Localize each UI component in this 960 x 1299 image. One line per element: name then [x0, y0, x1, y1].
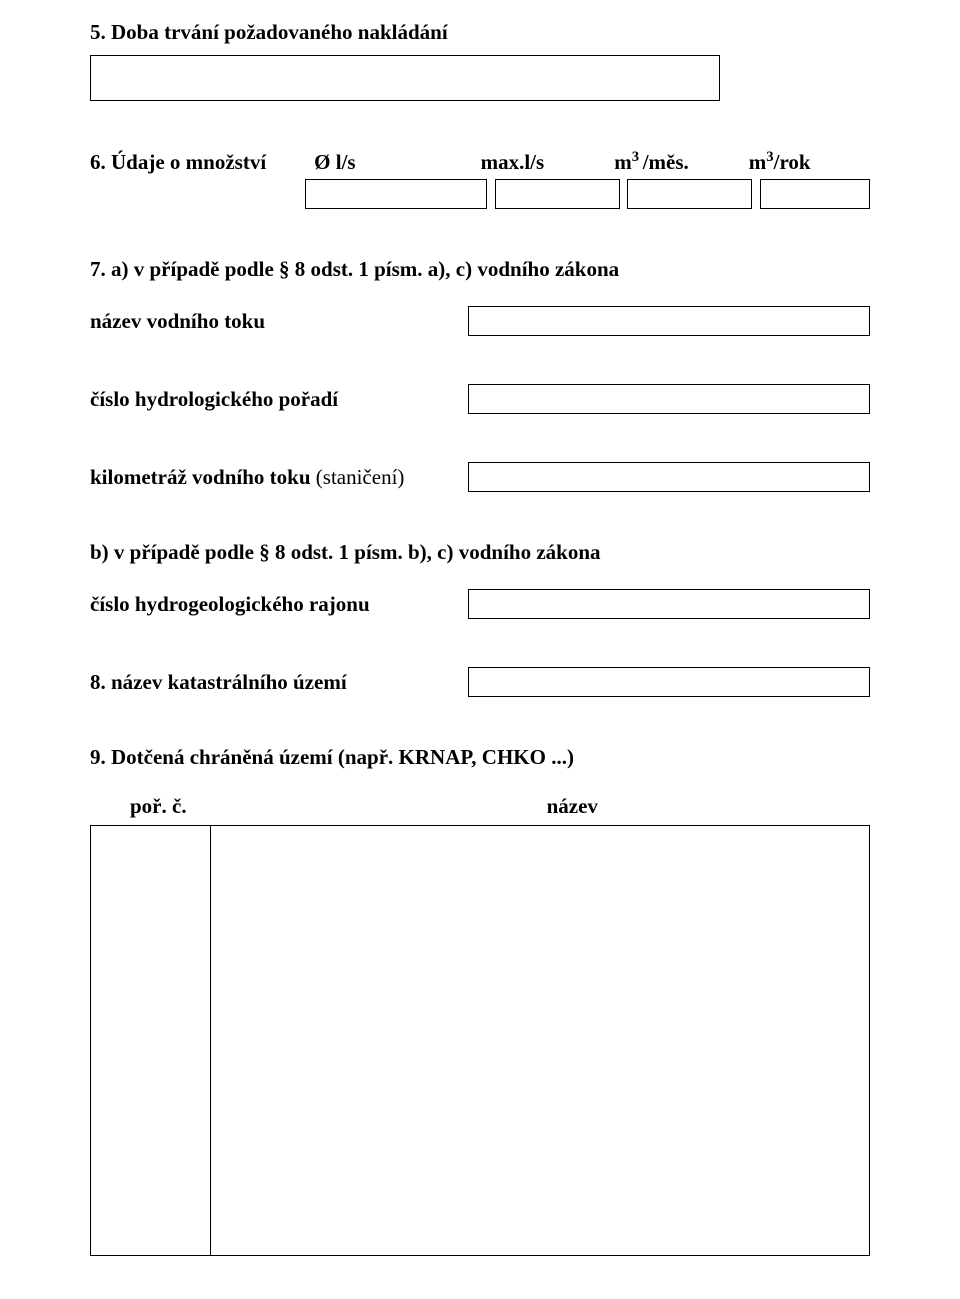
input-max-ls[interactable]: [495, 179, 620, 209]
table-cell-por[interactable]: [91, 826, 211, 1256]
label-kilometraz: kilometráž vodního toku (staničení): [90, 465, 468, 490]
label-rajon: číslo hydrogeologického rajonu: [90, 592, 468, 617]
section7b-heading: b) v případě podle § 8 odst. 1 písm. b),…: [90, 540, 870, 565]
col-header-nazev: název: [547, 794, 598, 819]
label-avg-ls: Ø l/s: [314, 150, 355, 175]
section6-heading: 6. Údaje o množství: [90, 150, 266, 175]
section7a-heading: 7. a) v případě podle § 8 odst. 1 písm. …: [90, 257, 870, 282]
input-nazev-toku[interactable]: [468, 306, 870, 336]
input-avg-ls[interactable]: [305, 179, 487, 209]
section9-heading: 9. Dotčená chráněná území (např. KRNAP, …: [90, 745, 870, 770]
input-rajon[interactable]: [468, 589, 870, 619]
input-cislo-hydro-poradi[interactable]: [468, 384, 870, 414]
input-katastralni[interactable]: [468, 667, 870, 697]
label-nazev-toku: název vodního toku: [90, 309, 468, 334]
input-m3-rok[interactable]: [760, 179, 870, 209]
col-header-por-c: poř. č.: [130, 794, 187, 819]
label-katastralni: 8. název katastrálního území: [90, 670, 468, 695]
label-m3-mes: m3 /měs.: [614, 149, 689, 175]
table-cell-nazev[interactable]: [211, 826, 870, 1256]
label-max-ls: max.l/s: [481, 150, 545, 175]
input-m3-mes[interactable]: [627, 179, 751, 209]
input-kilometraz[interactable]: [468, 462, 870, 492]
label-cislo-hydro-poradi: číslo hydrologického pořadí: [90, 387, 468, 412]
label-m3-rok: m3/rok: [749, 149, 811, 175]
section5-input[interactable]: [90, 55, 720, 101]
protected-areas-table: [90, 825, 870, 1256]
section5-heading: 5. Doba trvání požadovaného nakládání: [90, 20, 870, 45]
section6-row: 6. Údaje o množství Ø l/s max.l/s m3 /mě…: [90, 149, 870, 175]
